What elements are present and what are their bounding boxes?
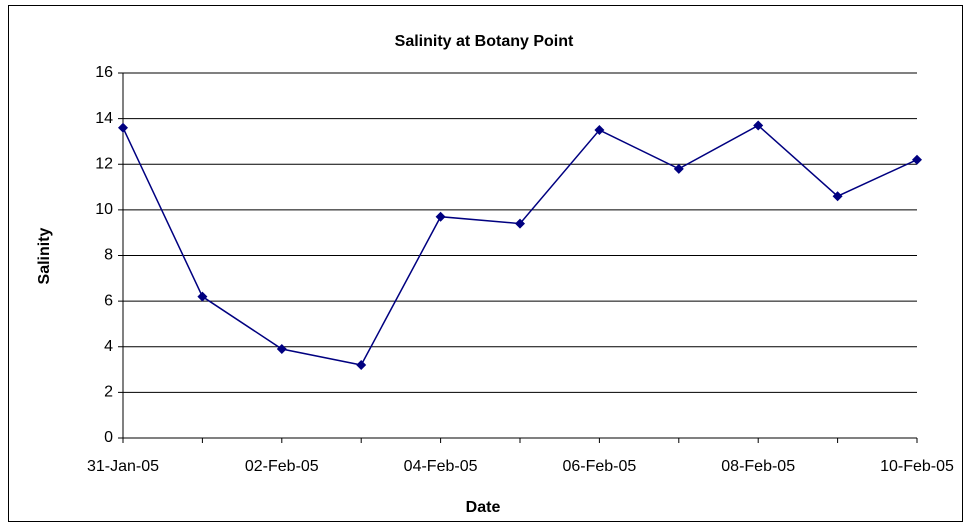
y-tick-label: 8 [104,247,113,264]
data-point [912,154,922,165]
y-tick-label: 4 [104,338,113,355]
y-tick-label: 12 [95,155,113,172]
x-tick-label: 06-Feb-05 [562,458,636,475]
x-tick-label: 31-Jan-05 [87,458,159,475]
x-tick-label: 02-Feb-05 [245,458,319,475]
y-tick-label: 0 [104,429,113,446]
data-point [356,360,367,370]
y-axis-label: Salinity [36,227,53,284]
data-point [673,163,684,174]
data-point [118,122,128,133]
data-point [594,125,605,136]
x-tick-label: 08-Feb-05 [721,458,795,475]
y-tick-label: 10 [95,201,113,218]
x-tick-label: 04-Feb-05 [404,458,478,475]
y-tick-label: 2 [104,384,113,401]
x-tick-label: 10-Feb-05 [880,458,954,475]
chart-border [8,5,963,522]
x-axis-label: Date [466,499,501,516]
chart-title: Salinity at Botany Point [395,33,574,50]
data-point [276,344,287,355]
data-point [515,218,525,229]
y-tick-label: 16 [95,64,113,81]
data-point [435,211,446,222]
y-tick-label: 14 [95,110,113,127]
data-point [832,191,843,202]
data-point [753,120,764,131]
y-tick-label: 6 [104,292,113,309]
data-point [197,291,208,302]
